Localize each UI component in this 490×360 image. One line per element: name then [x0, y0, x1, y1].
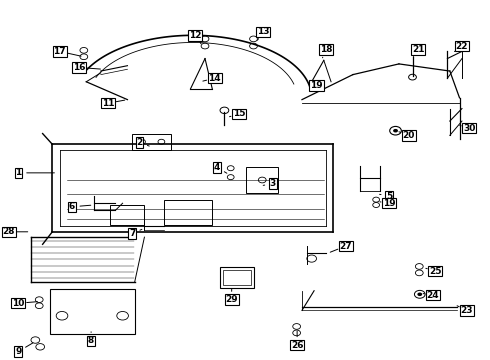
Text: 24: 24 — [427, 291, 439, 300]
Text: 3: 3 — [270, 179, 276, 188]
Text: 12: 12 — [189, 31, 201, 40]
Circle shape — [417, 293, 422, 296]
Text: 18: 18 — [320, 45, 332, 54]
Bar — [223, 270, 251, 285]
Text: 20: 20 — [402, 131, 415, 140]
Text: 8: 8 — [88, 336, 94, 345]
Circle shape — [393, 129, 398, 132]
Text: 11: 11 — [102, 99, 114, 108]
Text: 15: 15 — [233, 109, 245, 118]
Bar — [50, 289, 135, 334]
Text: 21: 21 — [412, 45, 424, 54]
Bar — [246, 167, 278, 193]
Text: 27: 27 — [339, 242, 352, 251]
Text: 19: 19 — [310, 81, 323, 90]
Text: 30: 30 — [463, 124, 475, 133]
Text: 1: 1 — [15, 168, 22, 177]
Text: 25: 25 — [429, 267, 441, 276]
Text: 2: 2 — [136, 138, 143, 147]
Text: 4: 4 — [214, 163, 220, 172]
Text: 19: 19 — [383, 199, 395, 208]
Bar — [110, 205, 145, 225]
Text: 23: 23 — [461, 306, 473, 315]
Text: 29: 29 — [225, 295, 238, 304]
Text: 9: 9 — [15, 347, 22, 356]
Text: 14: 14 — [208, 74, 221, 83]
Bar — [164, 200, 212, 225]
Text: 17: 17 — [53, 47, 66, 56]
Text: 26: 26 — [291, 341, 303, 350]
Text: 22: 22 — [456, 41, 468, 50]
Text: 10: 10 — [12, 299, 24, 308]
Text: 7: 7 — [129, 229, 136, 238]
Bar — [220, 267, 254, 288]
Text: 28: 28 — [2, 227, 15, 236]
Text: 13: 13 — [257, 27, 270, 36]
Text: 5: 5 — [386, 192, 392, 201]
Text: 6: 6 — [69, 202, 75, 211]
Text: 16: 16 — [73, 63, 85, 72]
Bar — [132, 134, 171, 150]
